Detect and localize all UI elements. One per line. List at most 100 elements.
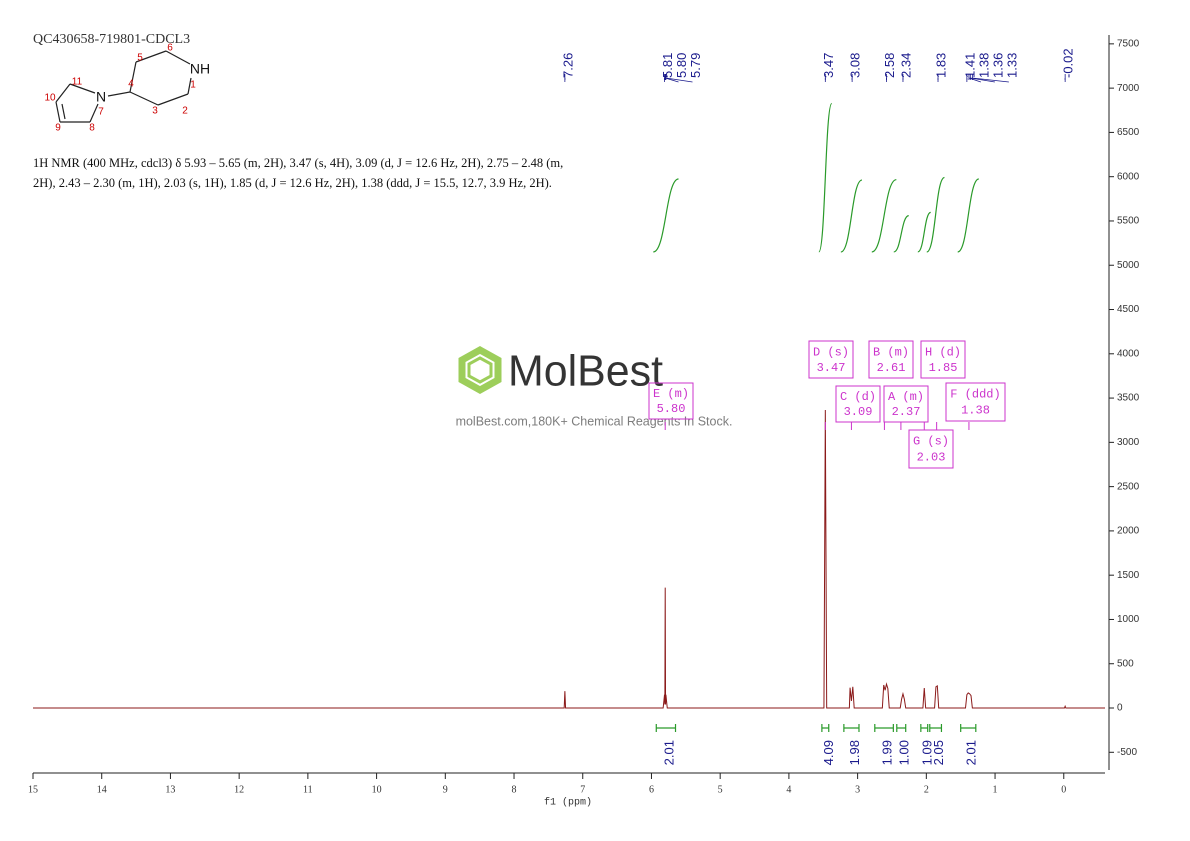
y-tick-label: 3500 [1117,393,1140,404]
integral-bracket [821,724,830,732]
multiplet-box [908,429,954,469]
spectrum-line [33,410,1105,709]
multiplet-shift: 2.03 [917,451,946,465]
multiplet-shift: 3.47 [817,361,846,375]
multiplet-shift: 1.85 [929,361,958,375]
watermark: MolBest molBest.com,180K+ Chemical Reage… [456,345,733,428]
integral-label: 1.09 [920,740,935,765]
watermark-text: molBest.com,180K+ Chemical Reagents In S… [456,414,733,428]
x-tick-label: 15 [28,784,38,795]
peak-label-leader [972,77,1009,83]
y-tick-label: 1000 [1117,614,1140,625]
x-tick-label: 2 [924,784,929,795]
watermark-logo-icon [467,356,493,384]
y-tick-label: 6500 [1117,127,1140,138]
peak-label: 2.34 [898,53,913,78]
peak-label-leader [970,77,995,83]
peak-label: 1.36 [990,53,1005,78]
integral-curve [893,215,910,253]
description-line: 1H NMR (400 MHz, cdcl3) δ 5.93 – 5.65 (m… [33,156,563,170]
integral-label: 1.99 [880,740,895,765]
multiplet-shift: 2.61 [877,361,906,375]
y-tick-label: 7000 [1117,83,1140,94]
multiplet-label: H (d) [925,345,961,359]
multiplet-shift: 3.09 [844,405,873,419]
integral-label: 4.09 [821,740,836,765]
atom-label: 3 [152,106,158,117]
x-tick-label: 9 [443,784,448,795]
multiplet-box [920,340,966,379]
peak-label: 1.41 [962,53,977,78]
y-tick-label: 6000 [1117,171,1140,182]
integral-bracket [655,724,677,732]
x-tick-label: 0 [1061,784,1066,795]
x-tick-label: 7 [580,784,585,795]
integral-bracket [843,724,860,732]
integral-curve [871,179,897,253]
y-tick-label: 2500 [1117,481,1140,492]
multiplet-label: C (d) [840,390,876,404]
multiplet-box [945,382,1006,422]
integral-label: 1.98 [847,740,862,765]
multiplet-shift: 1.38 [961,404,990,418]
multiplet-label: D (s) [813,345,849,359]
multiplet-label: B (m) [873,345,909,359]
atom-label: NH [190,61,210,77]
integral-label: 1.00 [897,740,912,765]
y-tick-label: 4500 [1117,304,1140,315]
multiplet-box [648,382,694,420]
atom-label: 1 [190,80,196,91]
integral-bracket [896,724,907,732]
watermark-logo-icon [458,345,502,395]
peak-label: 2.58 [882,53,897,78]
x-tick-label: 8 [512,784,517,795]
structure-bonds [55,50,192,123]
y-tick-label: 2000 [1117,526,1140,537]
multiplet-label: G (s) [913,435,949,449]
integral-curve [957,178,980,253]
atom-label: 9 [55,123,61,134]
peak-label-leader [968,77,982,83]
integral-label: 2.01 [661,740,676,765]
description-line: 2H), 2.43 – 2.30 (m, 1H), 2.03 (s, 1H), … [33,176,552,190]
atom-label: 10 [44,93,56,104]
multiplet-shift: 5.80 [657,402,686,416]
x-tick-label: 6 [649,784,654,795]
y-tick-label: 3000 [1117,437,1140,448]
atom-label: 4 [128,79,134,90]
x-tick-label: 12 [234,784,244,795]
x-tick-label: 14 [97,784,107,795]
x-tick-label: 4 [786,784,791,795]
y-tick-label: 7500 [1117,38,1140,49]
watermark-logo: MolBest [508,347,663,396]
atom-label: 2 [182,106,188,117]
peak-label: 1.33 [1004,53,1019,78]
integral-curve [840,179,863,253]
peak-label-leader [665,77,679,83]
x-axis-label: f1 (ppm) [544,797,592,809]
integral-bracket [920,724,929,732]
atom-label: 8 [89,123,95,134]
multiplet-box [808,340,854,379]
integral-curve [926,176,946,253]
atom-label: 7 [98,107,104,118]
x-tick-label: 3 [855,784,860,795]
multiplet-label: F (ddd) [950,388,1000,402]
atom-label: 6 [167,43,173,54]
y-tick-label: 500 [1117,658,1134,669]
integral-label: 2.05 [931,740,946,765]
atom-label: 11 [72,77,83,88]
peak-label: 3.47 [821,53,836,78]
atom-label: N [96,89,106,105]
multiplet-box [868,340,914,379]
peak-label: 3.08 [848,53,863,78]
peak-label: -0.02 [1061,48,1076,78]
peak-label: 5.80 [674,53,689,78]
multiplet-label: E (m) [653,387,689,401]
integral-curve [653,178,679,253]
y-tick-label: 5500 [1117,216,1140,227]
multiplet-label: A (m) [888,390,924,404]
multiplet-box [835,385,881,423]
